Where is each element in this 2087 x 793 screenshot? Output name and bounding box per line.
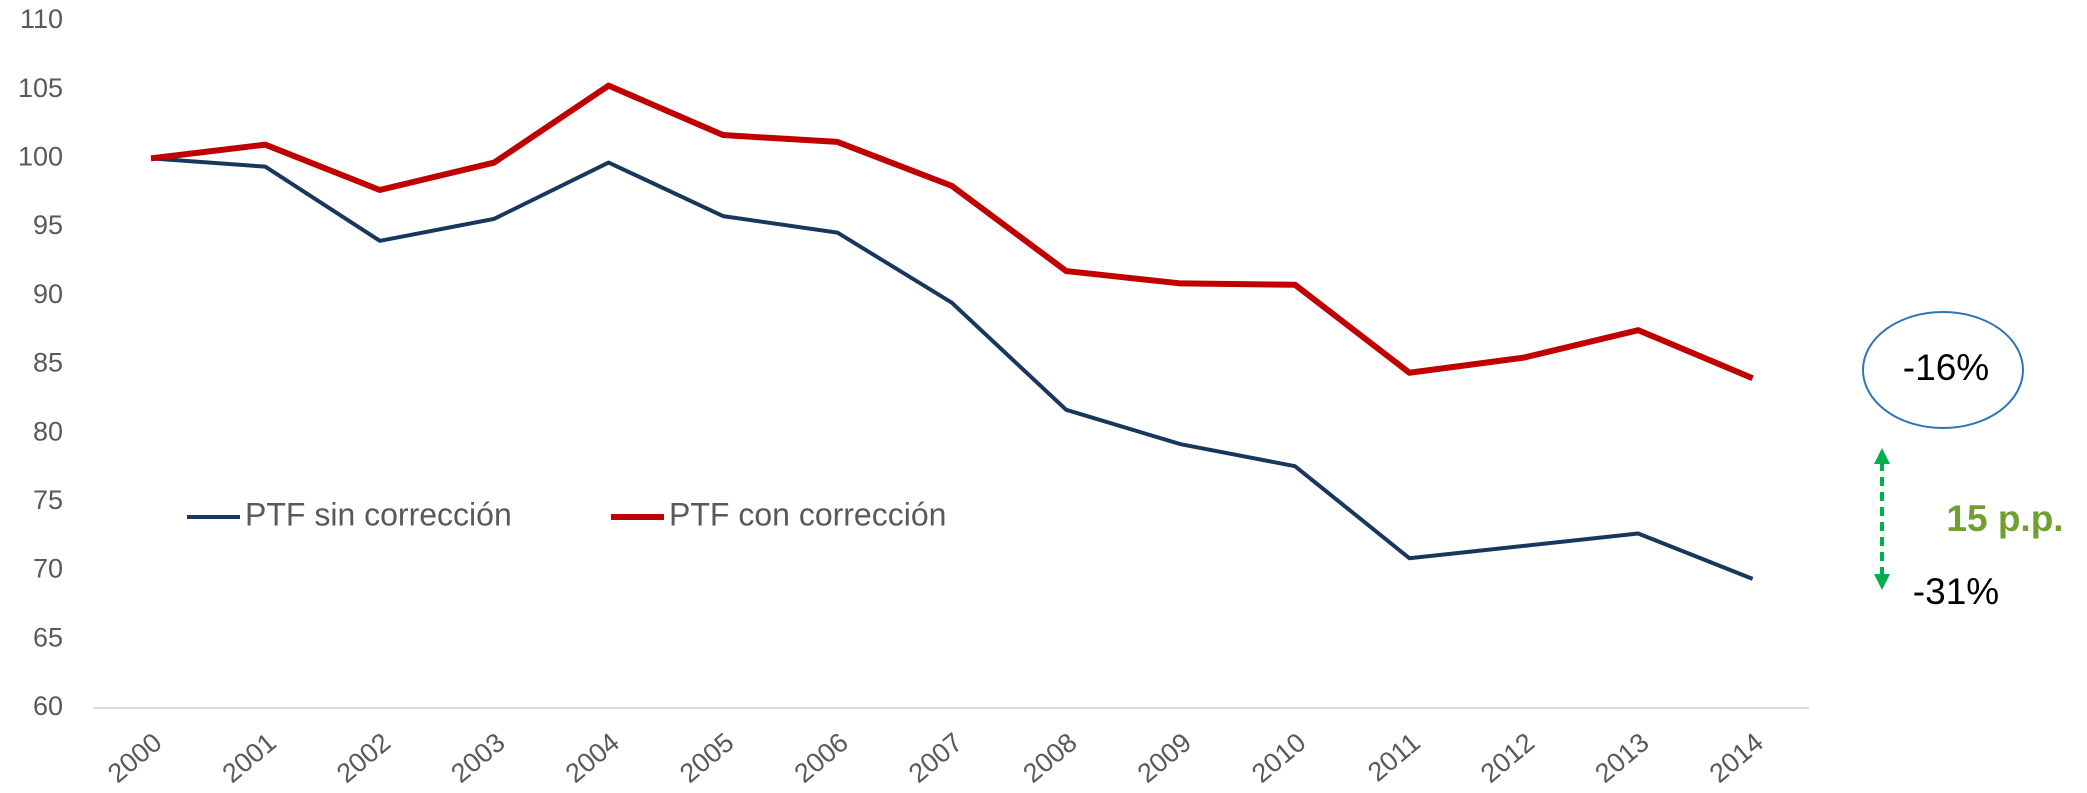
line-series [150,82,1754,382]
line-series [150,156,1754,581]
x-tick-label: 2006 [789,727,854,789]
x-tick-label: 2009 [1132,727,1197,789]
y-tick-label: 60 [33,691,63,721]
arrow-head [1874,574,1890,590]
y-tick-label: 105 [18,73,63,103]
x-tick-label: 2008 [1017,727,1082,789]
legend-label: PTF sin corrección [245,496,512,532]
x-tick-label: 2011 [1362,727,1426,787]
x-tick-label: 2005 [674,727,739,789]
y-tick-label: 110 [20,4,63,34]
y-tick-label: 65 [33,622,63,652]
y-tick-label: 80 [33,416,63,446]
y-tick-label: 85 [33,348,63,378]
annotation: -31% [1913,571,1999,612]
x-tick-label: 2002 [331,727,396,789]
y-tick-label: 90 [33,279,63,309]
x-tick-label: 2014 [1704,727,1769,789]
y-tick-label: 100 [18,142,63,172]
highlight-ellipse [1862,311,2024,429]
y-tick-label: 75 [33,485,63,515]
x-tick-label: 2000 [102,727,167,789]
annotation: -16% [1903,347,1989,388]
x-tick-label: 2013 [1589,727,1654,789]
x-tick-label: 2001 [217,727,282,789]
x-tick-label: 2010 [1246,727,1311,789]
legend-label: PTF con corrección [669,496,946,532]
y-tick-label: 95 [33,210,63,240]
x-tick-label: 2004 [560,727,625,789]
x-tick-label: 2007 [903,727,968,789]
annotation: 15 p.p. [1946,498,2063,539]
x-tick-label: 2012 [1475,727,1540,789]
x-tick-label: 2003 [445,727,510,789]
arrow-head [1874,448,1890,464]
y-tick-label: 70 [33,554,63,584]
